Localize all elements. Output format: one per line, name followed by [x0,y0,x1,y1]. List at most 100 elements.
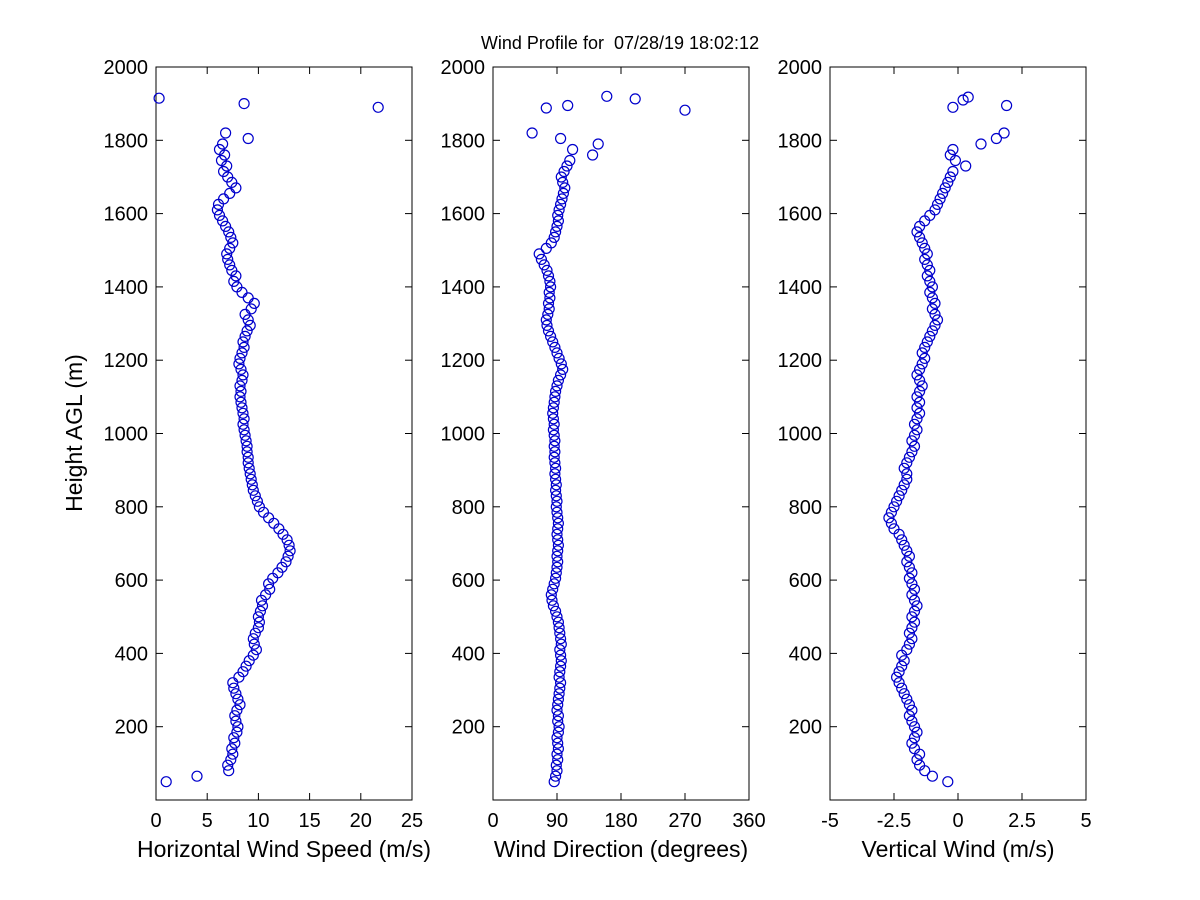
data-point [929,308,941,320]
data-point [242,314,254,326]
data-point [929,319,941,331]
data-point [942,776,954,788]
data-point [249,490,261,502]
data-point [566,143,579,156]
data-point [229,710,241,722]
data-point [898,655,910,667]
y-tick-label: 200 [789,717,822,739]
data-point [238,341,250,353]
data-point [908,732,921,744]
data-point [550,567,562,579]
data-point [903,572,916,584]
data-point [227,748,239,760]
data-point [547,600,560,612]
data-point [234,391,246,403]
x-tick-label: 90 [546,810,568,832]
x-tick-label: 5 [202,810,213,832]
x-axis-label-vertical-wind: Vertical Wind (m/s) [861,836,1055,862]
data-point [911,600,923,612]
data-point [217,138,229,150]
data-point [556,193,568,205]
data-point [551,495,563,507]
data-point [551,528,563,540]
data-point [913,407,926,419]
data-point [252,611,264,623]
y-tick-label: 1000 [778,424,823,446]
data-point [533,248,545,260]
y-tick-label: 400 [115,643,148,665]
data-point [906,704,918,716]
data-point [249,627,261,639]
data-point [221,248,233,260]
data-point [553,204,565,216]
data-point [896,484,908,496]
data-point [1000,99,1013,112]
data-point [551,704,563,716]
data-point [542,308,554,320]
y-tick-label: 1600 [104,204,149,226]
data-point [220,220,232,232]
data-point [540,102,552,114]
data-point [231,281,243,293]
data-point [901,693,913,705]
data-point [553,721,565,733]
data-point [549,385,562,397]
data-point [908,721,921,733]
data-point [553,671,565,683]
data-point [549,468,561,480]
data-point [911,391,923,403]
data-point [232,721,244,733]
x-tick-label: 5 [1080,810,1091,832]
data-point [549,446,561,458]
vertical-wind-panel: -5 -2.5 0 2.5 5 200 400 600 800 1000 1200 1400 1600 1… [778,57,1092,832]
data-point [931,314,944,326]
data-point [908,605,921,617]
data-point [239,330,251,342]
data-point [629,93,641,105]
data-point [542,270,555,282]
data-point [230,688,242,700]
y-tick-label: 1400 [778,277,823,299]
data-point [215,154,228,167]
data-point [913,396,926,408]
data-point [538,259,550,271]
data-point [551,380,563,392]
x-axis-label-wind-direction: Wind Direction (degrees) [493,836,749,862]
data-point [552,754,564,766]
data-point [924,264,936,276]
data-point [226,743,238,755]
data-point [554,682,566,694]
data-point [545,237,557,249]
data-point [548,451,560,463]
data-point [898,462,910,474]
y-tick-label: 1800 [778,130,823,152]
data-point [246,479,258,491]
data-point [544,292,556,304]
data-point [254,605,266,617]
data-point [552,545,564,557]
y-tick-label: 1200 [778,350,823,372]
wind-direction-panel: 0 90 180 270 360 200 400 600 800 1000 1200 1400 1600… [441,57,766,832]
data-point [235,385,247,397]
data-point [236,347,248,359]
data-point [906,578,918,590]
x-tick-label: 360 [732,810,765,832]
data-point [906,567,918,579]
data-point [228,732,240,744]
data-point [548,440,560,452]
data-point [901,468,913,480]
data-point [890,495,903,507]
y-tick-label: 1600 [778,204,823,226]
data-point [554,644,566,656]
data-point [936,187,949,199]
data-point [913,363,926,375]
data-point [551,561,563,573]
data-point [552,699,564,711]
data-point [543,303,555,315]
data-point [906,589,918,601]
data-point [906,435,918,447]
data-point [911,369,923,381]
data-point [906,715,918,727]
data-point [890,671,903,683]
y-tick-label: 1000 [441,424,486,446]
